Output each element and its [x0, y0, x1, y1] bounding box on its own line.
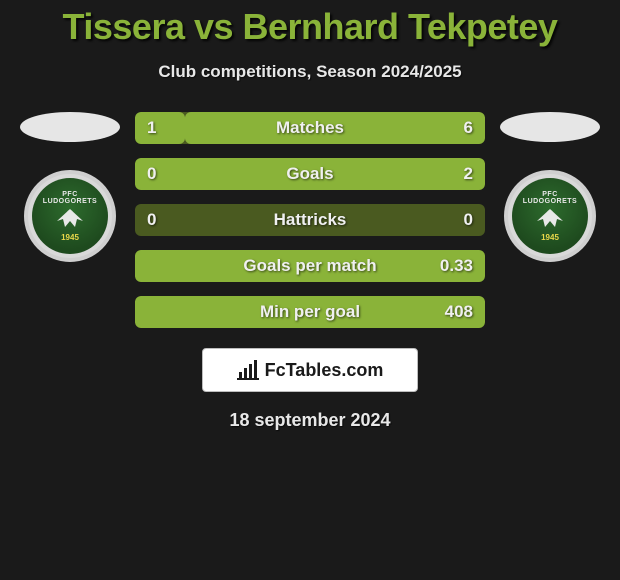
comparison-area: PFC LUDOGORETS 1945 1 Matches 6 0 Goals 2 0 Hat…: [0, 112, 620, 328]
club-crest-right-year: 1945: [541, 233, 559, 242]
eagle-icon: [51, 205, 89, 233]
stat-row: 0 Hattricks 0: [135, 204, 485, 236]
stat-row: Min per goal 408: [135, 296, 485, 328]
stat-value-left: 1: [147, 118, 156, 138]
stat-value-right: 0.33: [440, 256, 473, 276]
stat-label: Goals: [286, 164, 333, 184]
eagle-icon: [531, 205, 569, 233]
club-crest-left-year: 1945: [61, 233, 79, 242]
club-crest-right: PFC LUDOGORETS 1945: [504, 170, 596, 262]
stat-label: Matches: [276, 118, 344, 138]
subtitle: Club competitions, Season 2024/2025: [0, 62, 620, 82]
stat-value-right: 408: [445, 302, 473, 322]
stat-fill-left: [135, 112, 185, 144]
club-crest-left-inner: PFC LUDOGORETS 1945: [32, 178, 108, 254]
stat-row: Goals per match 0.33: [135, 250, 485, 282]
date-label: 18 september 2024: [0, 410, 620, 431]
club-crest-left-name: LUDOGORETS: [43, 198, 97, 205]
stat-label: Min per goal: [260, 302, 360, 322]
player-left-photo-placeholder: [20, 112, 120, 142]
club-crest-right-name: LUDOGORETS: [523, 198, 577, 205]
player-right-side: PFC LUDOGORETS 1945: [495, 112, 605, 262]
branding-box: FcTables.com: [202, 348, 418, 392]
root: Tissera vs Bernhard Tekpetey Club compet…: [0, 0, 620, 580]
club-crest-left-top: PFC: [62, 191, 78, 198]
stat-value-right: 6: [464, 118, 473, 138]
stat-row: 0 Goals 2: [135, 158, 485, 190]
stat-label: Hattricks: [274, 210, 347, 230]
branding-text: FcTables.com: [265, 360, 384, 381]
stat-value-right: 2: [464, 164, 473, 184]
stat-label: Goals per match: [243, 256, 376, 276]
stat-value-right: 0: [464, 210, 473, 230]
player-right-photo-placeholder: [500, 112, 600, 142]
club-crest-right-inner: PFC LUDOGORETS 1945: [512, 178, 588, 254]
page-title: Tissera vs Bernhard Tekpetey: [0, 0, 620, 48]
stats-column: 1 Matches 6 0 Goals 2 0 Hattricks 0 Goals per mat…: [135, 112, 485, 328]
club-crest-left: PFC LUDOGORETS 1945: [24, 170, 116, 262]
stat-value-left: 0: [147, 164, 156, 184]
stat-value-left: 0: [147, 210, 156, 230]
stat-row: 1 Matches 6: [135, 112, 485, 144]
player-left-side: PFC LUDOGORETS 1945: [15, 112, 125, 262]
bar-chart-icon: [237, 360, 259, 380]
club-crest-right-top: PFC: [542, 191, 558, 198]
